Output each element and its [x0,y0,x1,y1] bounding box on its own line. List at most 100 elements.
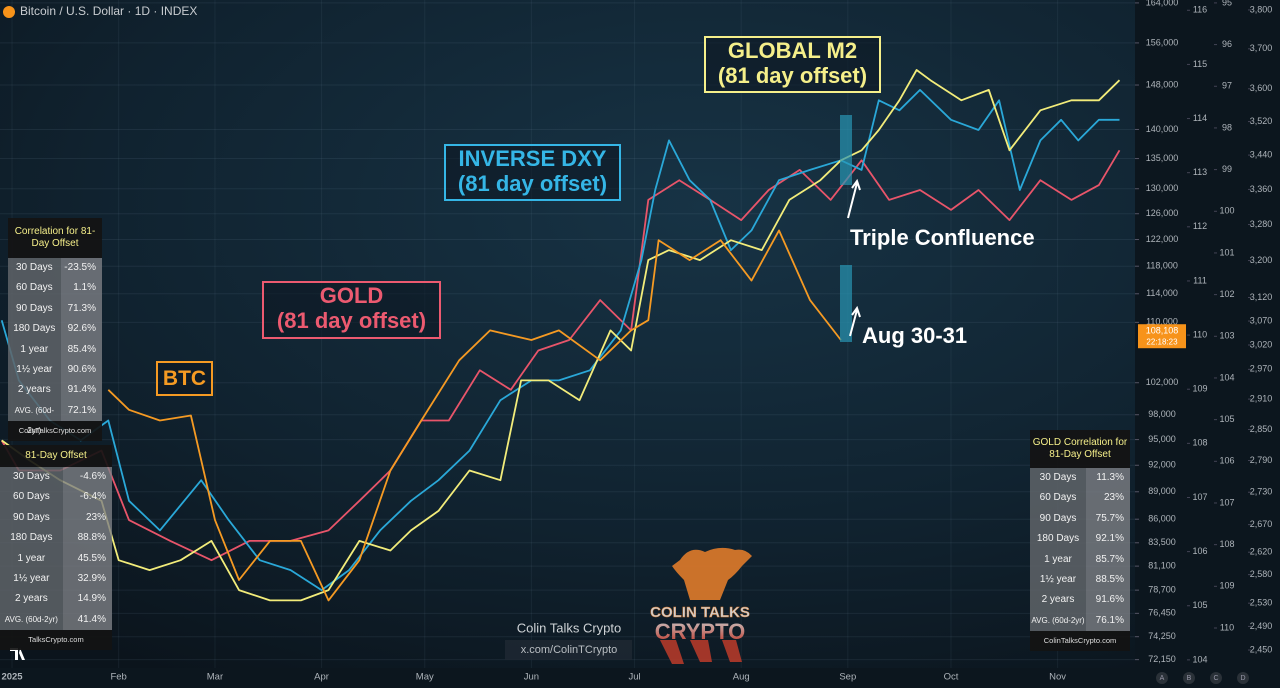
axis-button [1183,672,1195,684]
y-tick-label: 130,000 [1146,183,1179,193]
table-cell: 2 years [1030,590,1086,611]
correlation-table: GOLD Correlation for 81-Day Offset 30 Day… [1030,430,1130,652]
table-cell: -6.4% [62,487,112,508]
y-tick-label: 116 [1193,5,1207,15]
table-row: 2 years 91.6% [1030,590,1130,611]
y-tick-label: 164,000 [1146,0,1179,7]
table-cell: 92.6% [60,319,102,340]
highlight [840,115,852,185]
y-tick-label: 78,700 [1148,585,1176,595]
table-cell: 45.5% [62,548,112,569]
table-row: 2 years 91.4% [8,380,102,401]
table-cell: 75.7% [1086,508,1130,530]
table-footer: TalksCrypto.com [0,630,112,651]
annotation: (81 day offset) [718,63,867,88]
y-tick-label: 109 [1219,581,1234,591]
y-tick-label: 98 [1222,122,1232,132]
axis-button-label: B [1187,675,1192,682]
y-tick-label: 95 [1222,0,1232,7]
table-row: 30 Days -23.5% [8,258,102,279]
y-tick-label: 2,910 [1250,393,1273,403]
table-row: 180 Days 92.1% [1030,529,1130,550]
chart-header: Bitcoin / U.S. Dollar · 1D · INDEX [20,4,197,18]
table-row: 1 year 45.5% [0,548,112,569]
y-tick-label: 89,000 [1148,486,1176,496]
y-tick-label: 106 [1219,456,1234,466]
tv-logo [10,648,25,660]
y-tick-label: 109 [1192,384,1207,394]
y-tick-label: 114,000 [1146,288,1178,298]
x-tick-label: Mar [207,672,223,683]
table-cell: 60 Days [0,487,63,508]
y-tick-label: 96 [1222,39,1232,49]
y-tick-label: 103 [1219,331,1234,341]
watermark-box [505,640,632,660]
table-row: 180 Days 92.6% [8,319,102,340]
table-row: 30 Days -4.6% [0,467,112,488]
y-tick-label: 101 [1219,247,1234,257]
y-tick-label: 3,360 [1250,184,1273,194]
y-tick-label: 107 [1192,492,1207,502]
watermark-name: Colin Talks Crypto [517,620,622,635]
y-tick-label: 3,520 [1250,116,1273,126]
table-row: 2 years 14.9% [0,589,112,610]
series-line [1,69,1121,602]
y-tick-label: 3,600 [1250,83,1273,93]
y-tick-label: 111 [1193,275,1207,285]
y-tick-label: 2,450 [1250,644,1273,654]
axis-button-label: C [1213,675,1218,682]
table-cell: 30 Days [1030,468,1086,489]
y-tick-label: 3,200 [1250,255,1273,265]
table-row: 30 Days 11.3% [1030,468,1130,489]
table-cell: 1½ year [0,568,63,590]
table-cell: 32.9% [62,568,112,590]
table-cell: -4.6% [62,467,112,488]
x-tick-label: Sep [839,672,856,683]
y-tick-label: 106 [1192,546,1207,556]
table-title: Correlation for 81-Day Offset [8,218,102,258]
table-cell: 1½ year [8,359,61,381]
table-cell: AVG. (60d-2yr) [8,400,61,435]
table-cell: 2 years [0,589,63,610]
table-cell: 14.9% [62,589,112,610]
y-tick-label: 74,250 [1148,631,1176,641]
table-cell: AVG. (60d-2yr) [0,609,63,631]
logo-bull [660,547,752,664]
table-cell: -23.5% [60,258,102,279]
y-tick-label: 115 [1193,59,1207,69]
y-tick-label: 3,120 [1250,292,1273,302]
y-tick-label: 2,580 [1250,569,1273,579]
y-tick-label: 135,000 [1146,153,1179,163]
table-cell: 85.7% [1086,549,1130,570]
y-tick-label: 107 [1219,497,1234,507]
y-tick-label: 3,280 [1250,219,1273,229]
axis-button [1156,672,1168,684]
table-row: 60 Days 23% [1030,488,1130,509]
y-tick-label: 2,490 [1250,621,1273,631]
table-cell: 90.6% [60,359,102,381]
table-cell: 11.3% [1086,468,1130,489]
y-tick-label: 83,500 [1148,537,1176,547]
table-cell: 30 Days [0,467,63,488]
table-title: 81-Day Offset [0,445,112,467]
correlation-table: Correlation for 81-Day Offset 30 Days -23.… [8,218,102,442]
table-cell: 180 Days [8,319,61,340]
price-label-text: 108,108 [1146,326,1179,336]
countdown: 22:18:23 [1146,337,1178,346]
annotation: GOLD [320,283,384,308]
table-row: 60 Days 1.1% [8,278,102,299]
table-row: 1 year 85.4% [8,339,102,360]
table-cell: 1 year [8,339,61,360]
series-line [107,229,842,602]
y-tick-label: 126,000 [1146,208,1179,218]
axis-button [1237,672,1249,684]
table-cell: 90 Days [8,298,61,320]
annotation: (81 day offset) [277,308,426,333]
symbol-icon [3,6,15,18]
correlation-table: 81-Day Offset 30 Days -4.6% 60 Days -6.4% 90 … [0,445,112,651]
x-tick-label: Aug [733,672,750,683]
table-cell: 1 year [1030,549,1086,570]
table-cell: 90 Days [1030,508,1086,530]
table-cell: 180 Days [0,528,63,549]
annotation-box [704,36,881,93]
